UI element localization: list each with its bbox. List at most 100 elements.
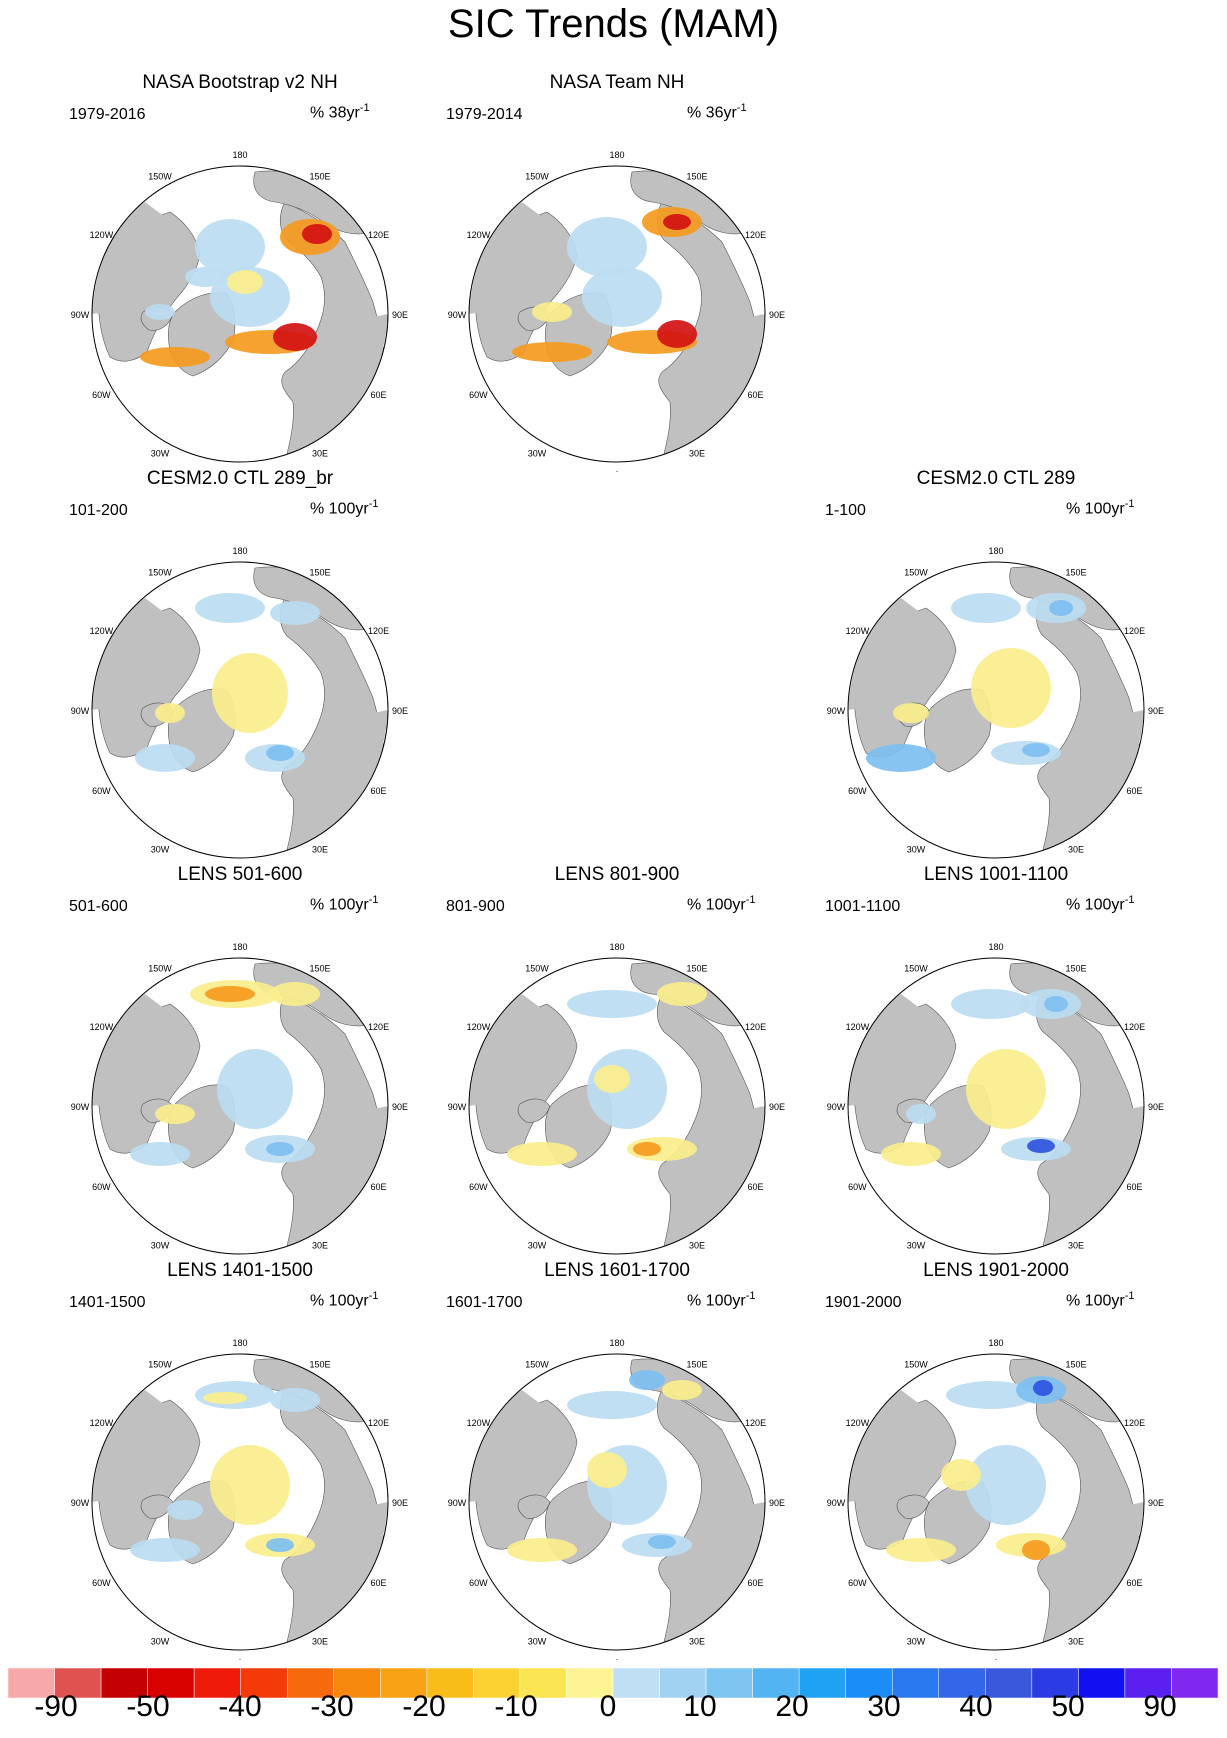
longitude-label: 60E [748, 1182, 764, 1192]
longitude-label: 30E [1068, 1241, 1084, 1251]
trend-region [1022, 1540, 1050, 1560]
panel-units: % 100yr-1 [310, 498, 379, 518]
panel-units: % 100yr-1 [310, 894, 379, 914]
map-panel-lens-1601: 180 150E 120E 90E 60E 30E 0 30W 60W 90W 120W 150W L… [432, 1260, 802, 1660]
trend-region [270, 982, 320, 1006]
colorbar-swatch [612, 1668, 660, 1698]
longitude-label: 120W [846, 626, 870, 636]
panel-title: NASA Bootstrap v2 NH [142, 72, 338, 93]
colorbar [8, 1668, 1218, 1698]
longitude-label: 60W [92, 1182, 111, 1192]
colorbar-swatch [473, 1668, 521, 1698]
longitude-label: 60E [371, 390, 387, 400]
colorbar-tick-label: 0 [599, 1690, 617, 1723]
trend-region [140, 347, 210, 367]
longitude-label: 90W [827, 1102, 846, 1112]
longitude-label: 150W [148, 171, 172, 181]
longitude-label: 90W [448, 310, 467, 320]
colorbar-swatch [147, 1668, 195, 1698]
longitude-label: 90W [448, 1102, 467, 1112]
panel-title: LENS 1901-2000 [923, 1260, 1069, 1281]
trend-region [941, 1459, 981, 1491]
panel-units: % 100yr-1 [687, 1290, 756, 1310]
map-panel-cesm-ctl-br: 180 150E 120E 90E 60E 30E 0 30W 60W 90W 120W 150W C… [55, 468, 425, 868]
longitude-label: 90E [1148, 1102, 1164, 1112]
trend-region [1049, 600, 1073, 616]
longitude-label: 90E [769, 310, 785, 320]
colorbar-tick-label: -10 [494, 1690, 538, 1723]
panel-title: CESM2.0 CTL 289 [916, 468, 1076, 489]
trend-region [946, 1381, 1036, 1409]
longitude-label: 120W [467, 230, 491, 240]
trend-region [266, 1538, 294, 1552]
trend-region [657, 320, 697, 348]
longitude-label: 30W [907, 1241, 926, 1251]
longitude-label: 150W [148, 963, 172, 973]
trend-region [906, 1104, 936, 1124]
trend-region [881, 1142, 941, 1166]
colorbar-swatch [333, 1668, 381, 1698]
longitude-label: 90E [769, 1102, 785, 1112]
panel-period: 1901-2000 [825, 1294, 902, 1311]
longitude-label: 30E [689, 1241, 705, 1251]
longitude-label: 30W [907, 845, 926, 855]
longitude-label: 120W [90, 1022, 114, 1032]
longitude-label: 150E [309, 567, 330, 577]
colorbar-tick-label: 40 [959, 1690, 993, 1723]
longitude-label: 180 [988, 1338, 1003, 1348]
longitude-label: 60E [1127, 786, 1143, 796]
map-panel-lens-501: 180 150E 120E 90E 60E 30E 0 30W 60W 90W 120W 150W L… [55, 864, 425, 1264]
trend-region [971, 648, 1051, 728]
colorbar-tick-label: -30 [310, 1690, 354, 1723]
trend-region [662, 1380, 702, 1400]
colorbar-swatch [1124, 1668, 1172, 1698]
longitude-label: 150E [686, 171, 707, 181]
panel-period: 101-200 [69, 502, 128, 519]
longitude-label: 30E [312, 1637, 328, 1647]
land-canada_arch [517, 1098, 551, 1123]
trend-region [594, 1065, 630, 1093]
land-canada_arch [140, 1494, 174, 1519]
longitude-label: 30W [528, 449, 547, 459]
trend-region [270, 1388, 320, 1412]
longitude-label: 90E [392, 706, 408, 716]
panel-title: LENS 801-900 [554, 864, 680, 885]
trend-region [302, 224, 332, 244]
longitude-label: 150W [525, 963, 549, 973]
map-panel-lens-1001: 180 150E 120E 90E 60E 30E 0 30W 60W 90W 120W 150W L… [811, 864, 1181, 1264]
longitude-label: 150E [309, 963, 330, 973]
longitude-label: 30W [907, 1637, 926, 1647]
longitude-label: 120E [368, 230, 389, 240]
longitude-label: 180 [609, 1338, 624, 1348]
panel-title: NASA Team NH [549, 72, 685, 93]
colorbar-tick-label: 50 [1051, 1690, 1085, 1723]
longitude-label: 0 [614, 1658, 619, 1660]
polar-map: 180 150E 120E 90E 60E 30E 0 30W 60W 90W 120W 150W [827, 942, 1164, 1264]
trend-region [951, 593, 1021, 623]
trend-region [210, 1445, 290, 1525]
longitude-label: 60W [92, 390, 111, 400]
longitude-label: 30W [151, 449, 170, 459]
longitude-label: 120E [368, 626, 389, 636]
map-panel-nasa-bootstrap: 180 150E 120E 90E 60E 30E 0 30W 60W 90W 120W 150W N… [55, 72, 425, 472]
longitude-label: 0 [993, 866, 998, 868]
longitude-label: 60W [848, 1182, 867, 1192]
trend-region [212, 653, 288, 733]
longitude-label: 150W [904, 963, 928, 973]
longitude-label: 30W [151, 1241, 170, 1251]
longitude-label: 180 [609, 942, 624, 952]
figure-title: SIC Trends (MAM) [447, 2, 780, 46]
panel-period: 1979-2014 [446, 106, 523, 123]
trend-region [1033, 1380, 1053, 1396]
longitude-label: 180 [609, 150, 624, 160]
trend-region [270, 601, 320, 625]
trend-region [266, 1142, 294, 1156]
polar-map: 180 150E 120E 90E 60E 30E 0 30W 60W 90W 120W 150W [448, 942, 785, 1264]
longitude-label: 60E [371, 1578, 387, 1588]
trend-region [657, 982, 707, 1006]
longitude-label: 30E [312, 1241, 328, 1251]
trend-region [227, 270, 263, 294]
panel-period: 1401-1500 [69, 1294, 146, 1311]
panel-period: 1001-1100 [825, 898, 901, 915]
panel-title: LENS 1601-1700 [544, 1260, 690, 1281]
